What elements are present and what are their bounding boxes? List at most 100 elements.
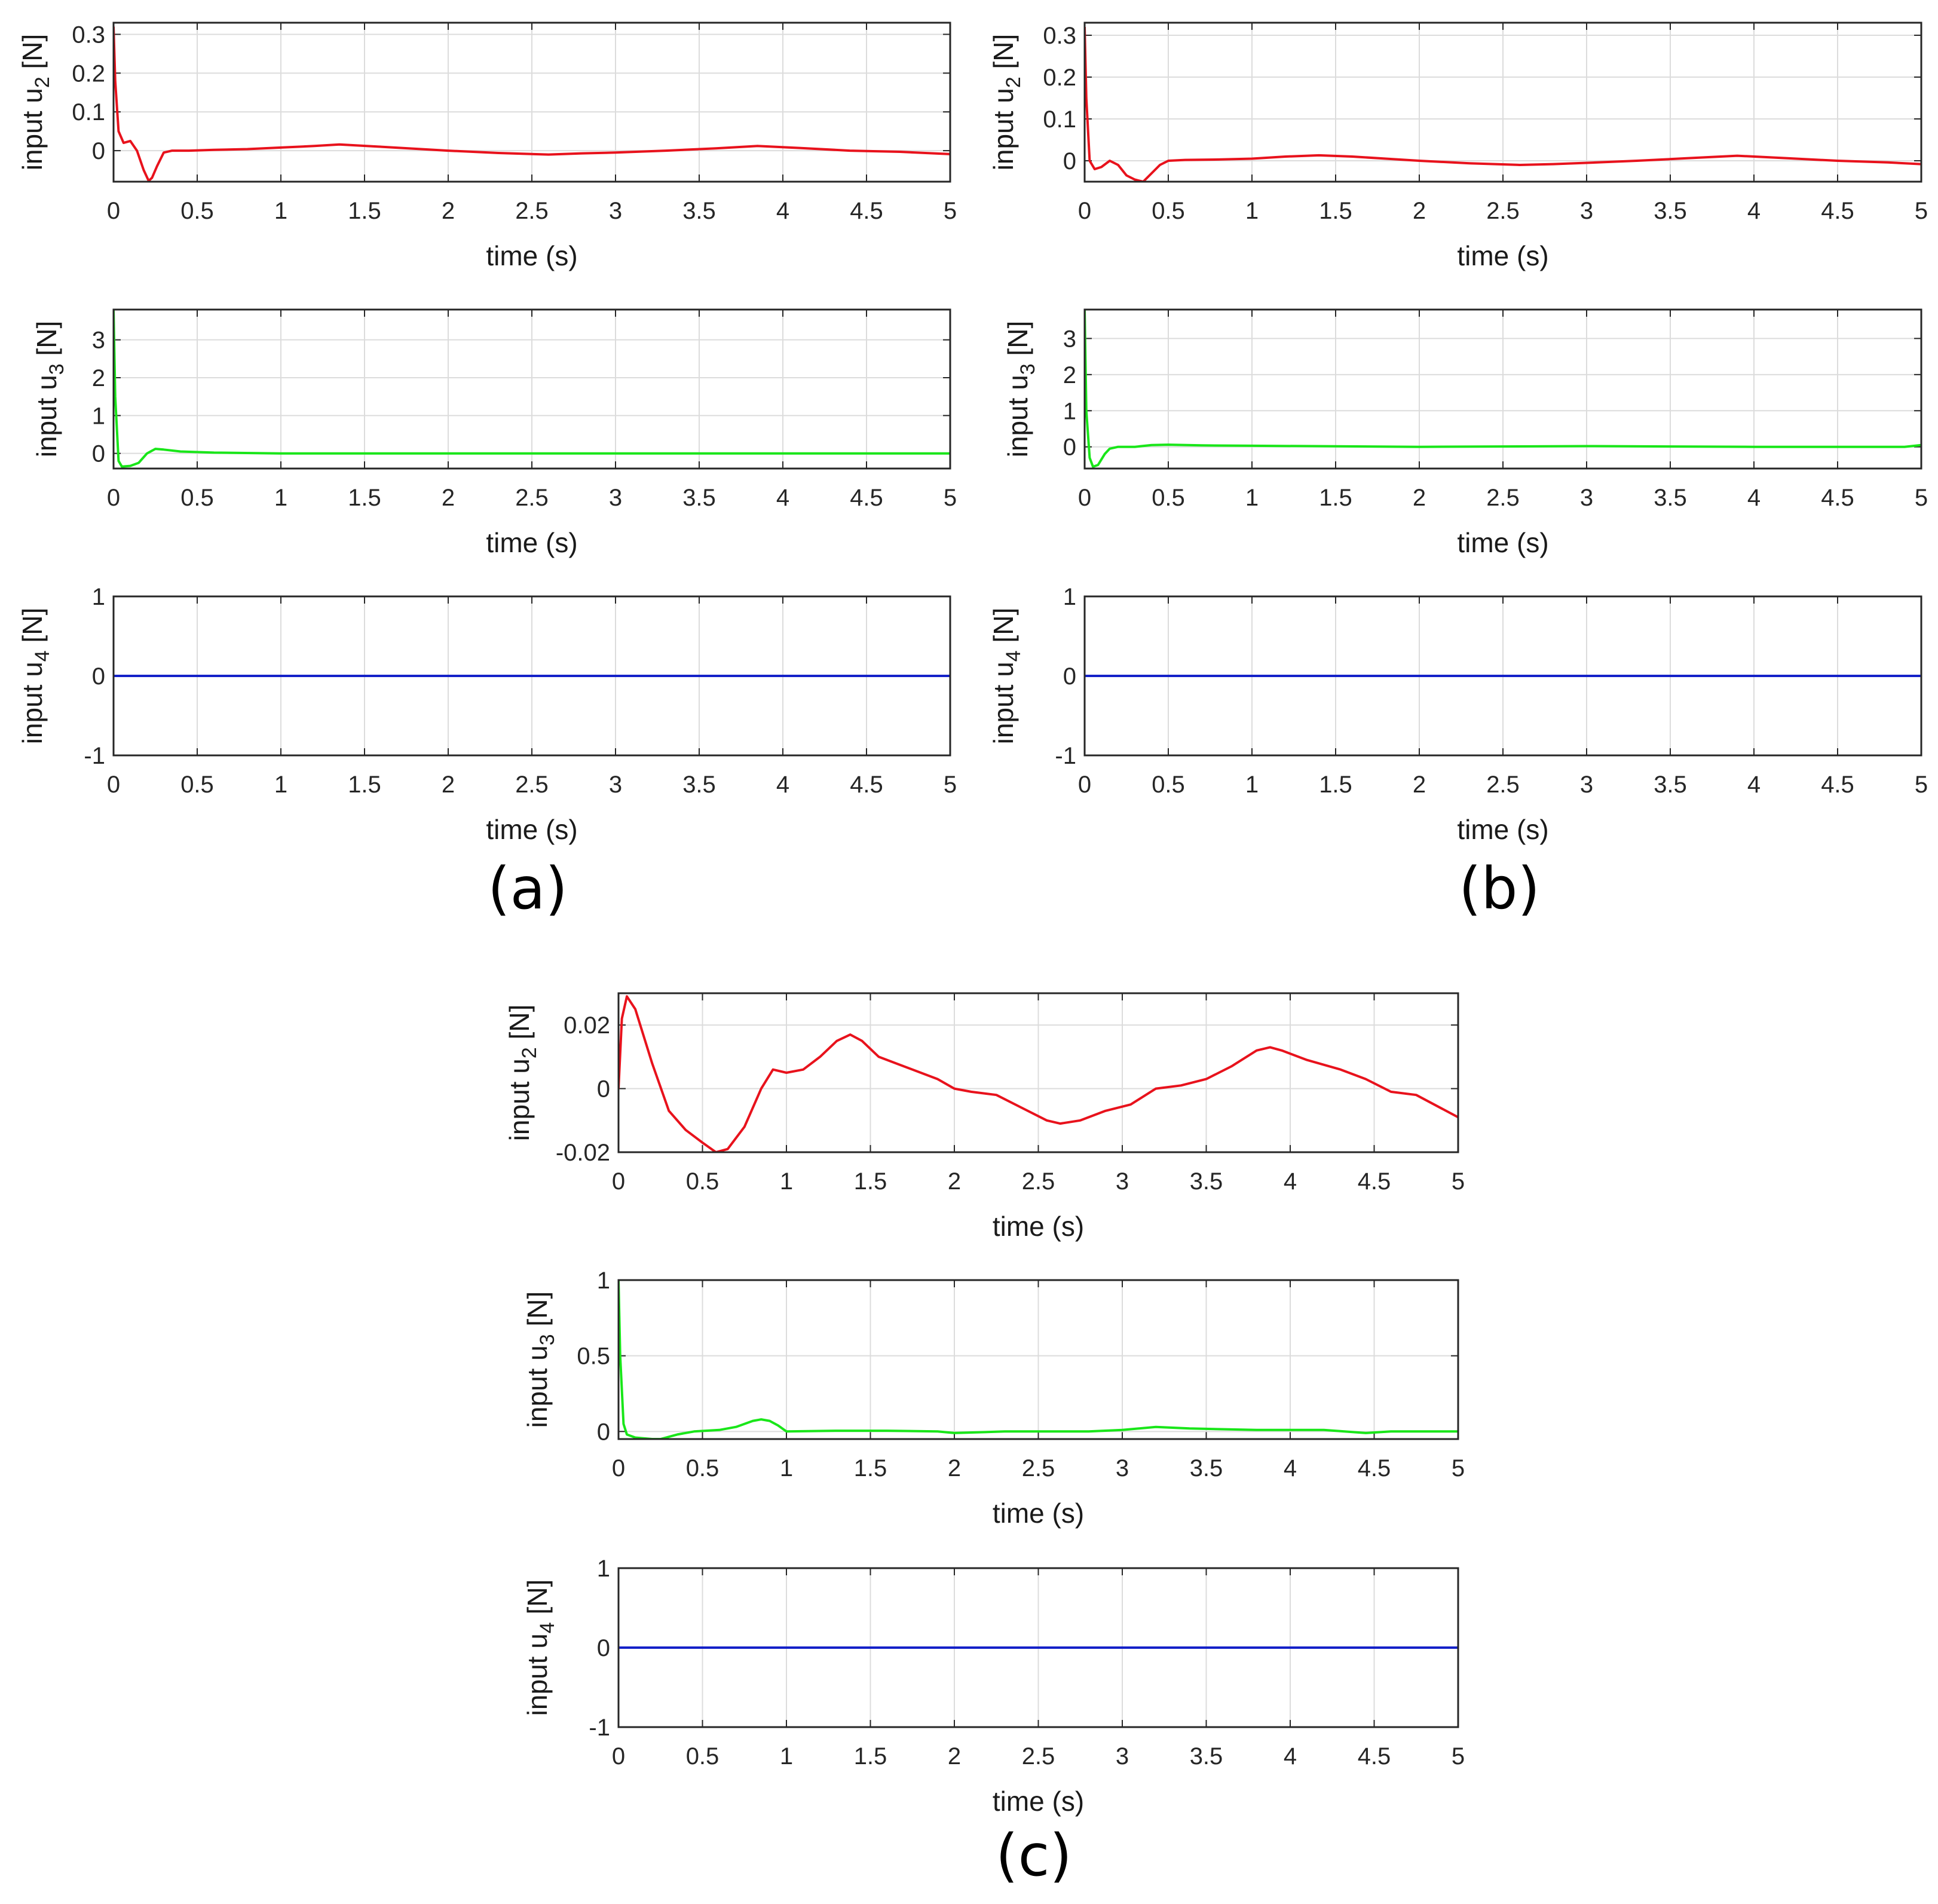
x-tick-label: 3.5 [1190,1743,1223,1770]
x-tick-label: 4 [1747,772,1761,798]
x-tick-label: 2 [1413,198,1426,224]
x-tick-label: 1 [780,1455,793,1481]
subplot: 0 0.5 1 1.5 2 2.5 3 3.5 4 4.5 5 0 0.1 0.2 0.3 time (s) i… [988,22,1928,271]
x-tick-label: 0 [1078,198,1091,224]
x-tick-label: 3 [1580,198,1593,224]
series-line-u3 [114,310,950,468]
x-tick-label: 4.5 [1358,1455,1391,1481]
y-axis-label: input u2 [N] [988,34,1025,171]
y-axis-label: input u2 [N] [504,1005,541,1141]
x-tick-label: 3 [1116,1455,1129,1481]
x-tick-label: 4.5 [1358,1743,1391,1770]
y-tick-label: 3 [1063,326,1076,352]
x-tick-label: 0 [1078,772,1091,798]
x-tick-label: 4 [1284,1455,1297,1481]
x-tick-label: 2 [442,198,455,224]
y-tick-label: 1 [92,584,105,610]
x-tick-label: 4 [776,485,789,511]
y-tick-label: 0 [92,138,105,164]
x-axis-label: time (s) [486,240,577,271]
axes-frame [617,1279,1459,1440]
axes-frame [112,595,951,757]
x-tick-label: 4 [776,198,789,224]
x-tick-label: 2 [1413,772,1426,798]
axes-frame [1083,308,1922,470]
y-axis-label: input u4 [N] [522,1579,559,1716]
x-tick-label: 4.5 [1821,772,1854,798]
x-tick-label: 0 [612,1743,625,1770]
x-tick-label: 5 [944,772,957,798]
x-tick-label: 3 [1580,485,1593,511]
x-axis-label: time (s) [993,1498,1084,1529]
y-tick-label: -1 [84,743,105,769]
y-tick-label: 0.5 [577,1343,610,1370]
x-tick-label: 2 [948,1743,961,1770]
x-tick-label: 2.5 [1486,772,1520,798]
x-tick-label: 2 [948,1168,961,1195]
x-tick-label: 2.5 [515,772,549,798]
x-tick-label: 2.5 [1022,1743,1055,1770]
x-tick-label: 1 [780,1168,793,1195]
panel-label-b: (b) [1459,855,1540,922]
x-tick-label: 3.5 [1654,772,1687,798]
y-tick-label: -0.02 [556,1140,610,1166]
x-tick-label: 0 [107,198,120,224]
x-tick-label: 0.5 [1152,485,1185,511]
axes-frame [112,22,951,183]
x-tick-label: 1 [1245,198,1259,224]
x-tick-label: 5 [1915,485,1928,511]
x-tick-label: 4.5 [850,198,883,224]
y-tick-label: 0 [92,663,105,690]
x-tick-label: 1.5 [348,198,381,224]
x-axis-label: time (s) [993,1211,1084,1242]
x-tick-label: 2.5 [515,198,549,224]
x-tick-label: 0 [1078,485,1091,511]
x-tick-label: 3.5 [682,198,716,224]
y-tick-label: 1 [1063,584,1076,610]
y-axis-label: input u2 [N] [17,34,54,171]
plot-panels: 0 0.5 1 1.5 2 2.5 3 3.5 4 4.5 5 0 0.1 0.2 0.3 time (s) i… [17,22,1928,1817]
x-tick-label: 0.5 [686,1455,720,1481]
x-tick-label: 2 [1413,485,1426,511]
x-tick-label: 1 [274,198,287,224]
x-tick-label: 0.5 [180,772,214,798]
x-tick-label: 5 [1452,1455,1465,1481]
x-tick-label: 1.5 [854,1168,887,1195]
y-tick-label: 0 [1063,663,1076,690]
x-tick-label: 5 [1452,1168,1465,1195]
y-tick-label: 0.1 [1043,106,1076,133]
y-axis-label: input u3 [N] [31,321,68,458]
x-tick-label: 0 [107,485,120,511]
panel-label-a: (a) [488,855,568,922]
x-tick-label: 0.5 [686,1168,720,1195]
x-tick-label: 2 [442,485,455,511]
series-line-u2 [619,995,1458,1152]
y-axis-label: input u3 [N] [1002,321,1039,458]
y-tick-label: 0.02 [564,1012,610,1039]
x-axis-label: time (s) [1457,814,1548,845]
axes-frame [1083,595,1922,757]
y-axis-label: input u3 [N] [522,1291,559,1428]
y-tick-label: 0 [597,1419,610,1445]
x-tick-label: 2.5 [515,485,549,511]
x-tick-label: 4.5 [1358,1168,1391,1195]
x-tick-label: 2 [948,1455,961,1481]
x-tick-label: 0.5 [180,485,214,511]
x-tick-label: 1.5 [1319,772,1352,798]
x-tick-label: 0.5 [1152,772,1185,798]
axes-frame [1083,22,1922,183]
x-tick-label: 2.5 [1486,198,1520,224]
x-tick-label: 0.5 [686,1743,720,1770]
subplot: 0 0.5 1 1.5 2 2.5 3 3.5 4 4.5 5 0 0.1 0.2 0.3 time (s) i… [17,22,957,271]
x-tick-label: 3.5 [1654,485,1687,511]
x-tick-label: 4 [1284,1743,1297,1770]
y-tick-label: 0 [1063,434,1076,461]
y-tick-label: 0.1 [72,99,105,125]
x-tick-label: 5 [944,485,957,511]
x-tick-label: 1 [274,772,287,798]
x-tick-label: 2.5 [1486,485,1520,511]
x-tick-label: 3.5 [682,485,716,511]
x-tick-label: 1.5 [348,485,381,511]
